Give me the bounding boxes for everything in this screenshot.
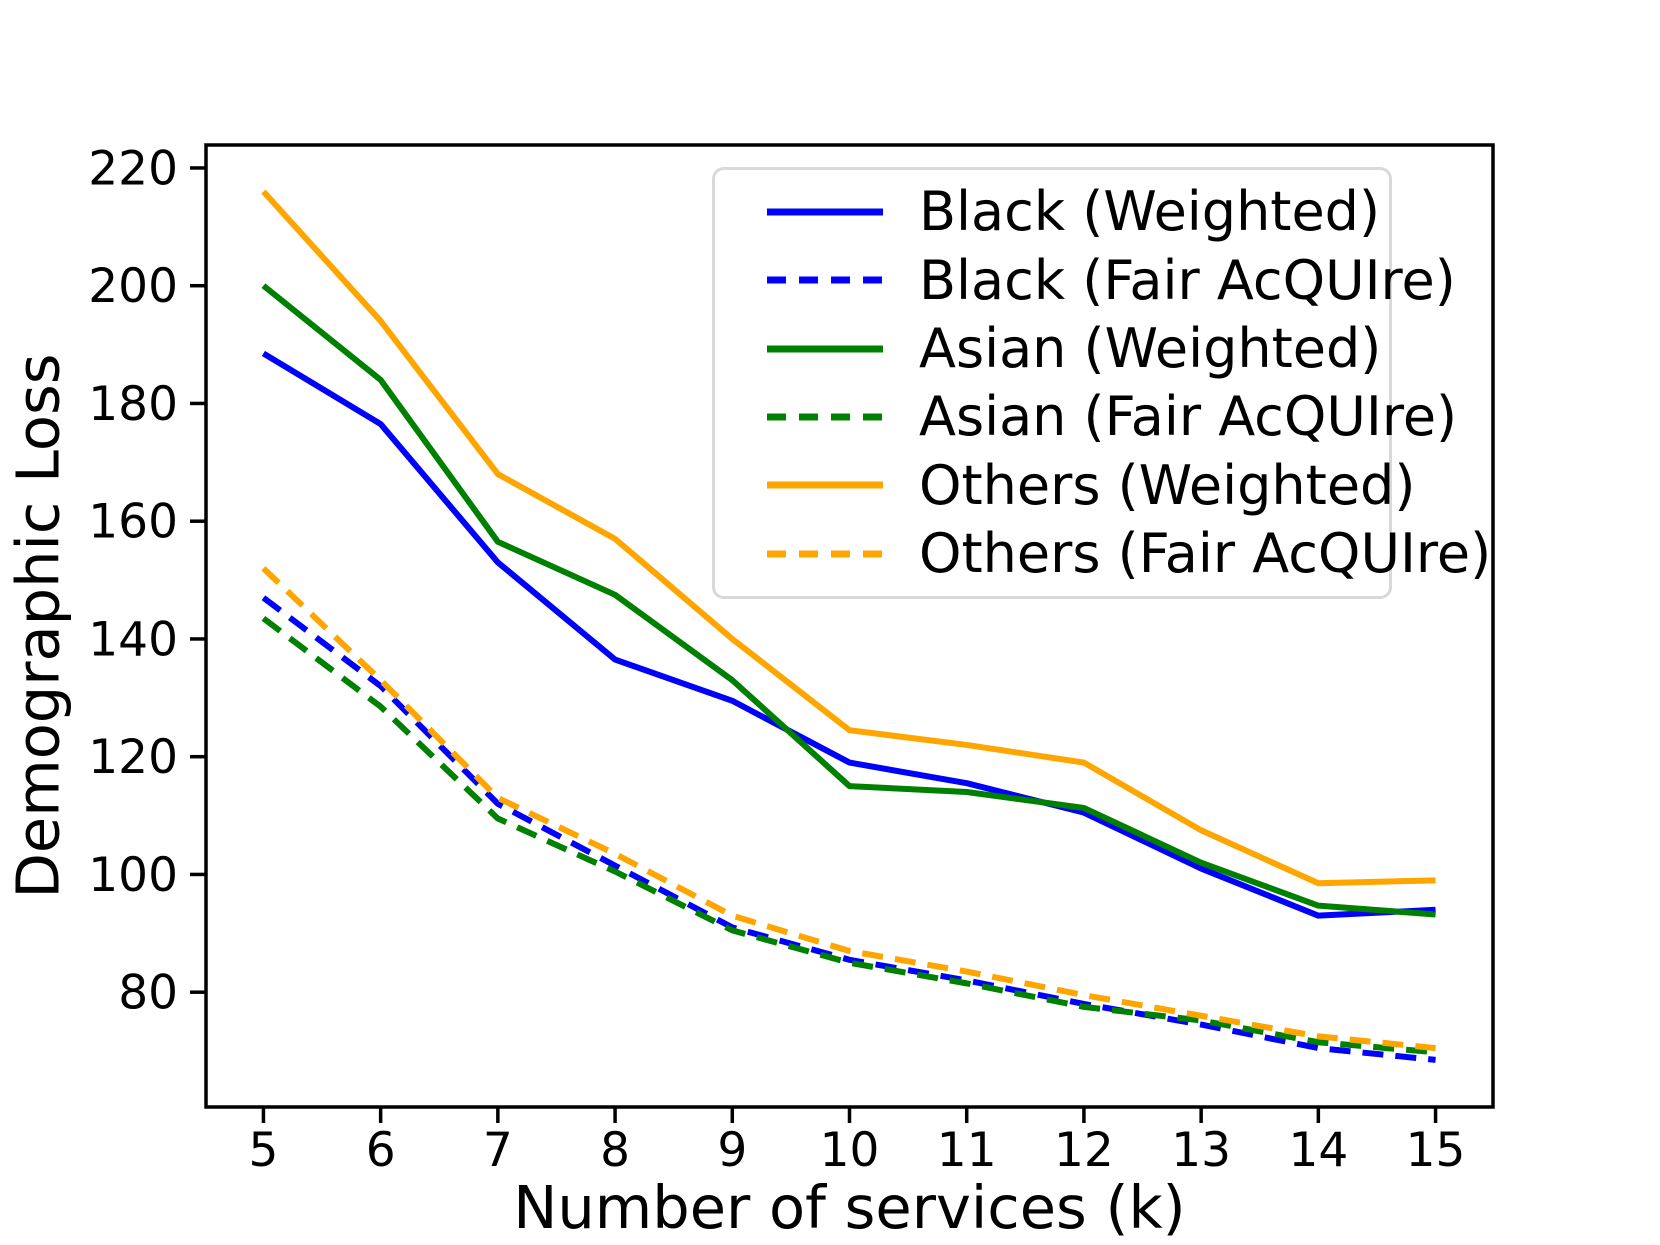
- x-tick-label: 5: [248, 1123, 278, 1178]
- legend-label: Others (Fair AcQUIre): [919, 522, 1492, 586]
- legend-label: Others (Weighted): [919, 453, 1416, 517]
- y-tick-label: 220: [88, 141, 178, 196]
- legend-label: Asian (Fair AcQUIre): [919, 385, 1458, 449]
- x-tick-label: 12: [1054, 1123, 1114, 1178]
- x-axis-label: Number of services (k): [513, 1173, 1186, 1242]
- legend-item: Asian (Weighted): [767, 317, 1382, 381]
- plot-frame: [204, 143, 1495, 1109]
- series-line-5: [261, 566, 1436, 1052]
- series-line-3: [261, 615, 1436, 1056]
- x-tick-label: 10: [820, 1123, 880, 1178]
- series-line-1: [261, 595, 1436, 1063]
- legend-item: Others (Fair AcQUIre): [767, 524, 1491, 584]
- x-tick-label: 13: [1171, 1123, 1231, 1178]
- y-tick-label: 200: [88, 259, 178, 314]
- legend: Black (Weighted) Black (Fair AcQUIre) Asia…: [712, 167, 1491, 599]
- legend-label: Black (Weighted): [919, 180, 1381, 244]
- y-tick-label: 120: [88, 730, 178, 785]
- x-tick-label: 6: [366, 1123, 396, 1178]
- x-tick-label: 7: [483, 1123, 513, 1178]
- series-line-2: [261, 283, 1436, 918]
- legend-line-sample: [767, 208, 883, 216]
- legend-item: Black (Weighted): [767, 180, 1381, 244]
- y-tick-label: 80: [118, 966, 178, 1021]
- y-tick-label: 180: [88, 377, 178, 432]
- y-tick-label: 160: [88, 495, 178, 550]
- legend-label: Asian (Weighted): [919, 317, 1382, 381]
- series-line-4: [261, 189, 1436, 887]
- x-tick-label: 8: [600, 1123, 630, 1178]
- legend-line-sample: [767, 276, 883, 284]
- legend-item: Black (Fair AcQUIre): [767, 250, 1456, 310]
- x-tick-label: 15: [1406, 1123, 1466, 1178]
- legend-line-sample: [767, 550, 883, 558]
- x-tick-label: 9: [717, 1123, 747, 1178]
- x-tick-label: 14: [1288, 1123, 1348, 1178]
- y-tick-label: 140: [88, 612, 178, 667]
- legend-item: Asian (Fair AcQUIre): [767, 387, 1457, 447]
- y-axis-label: Demographic Loss: [3, 353, 73, 899]
- legend-label: Black (Fair AcQUIre): [919, 248, 1456, 312]
- legend-line-sample: [767, 345, 883, 353]
- legend-line-sample: [767, 413, 883, 421]
- x-tick-label: 11: [937, 1123, 997, 1178]
- series-line-0: [261, 350, 1436, 919]
- legend-item: Others (Weighted): [767, 455, 1415, 515]
- legend-line-sample: [767, 481, 883, 489]
- y-tick-label: 100: [88, 848, 178, 903]
